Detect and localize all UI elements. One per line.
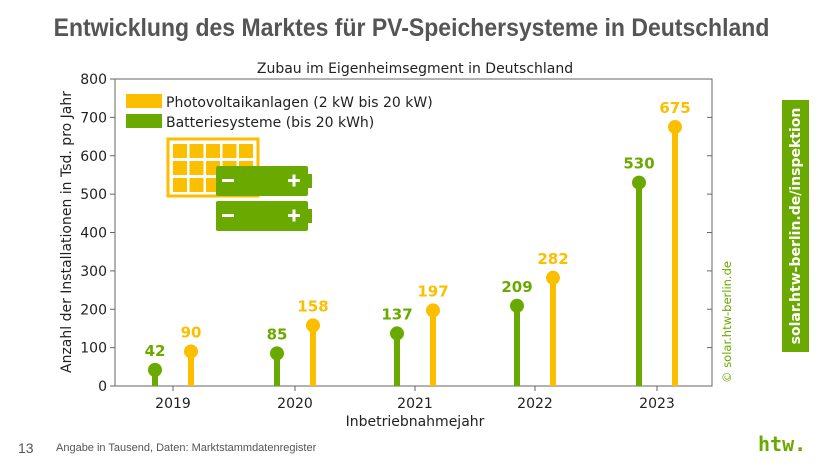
- y-tick-label: 500: [80, 187, 107, 203]
- minus-icon: [222, 179, 234, 182]
- data-label: 197: [417, 282, 448, 300]
- legend-swatch: [126, 94, 162, 108]
- lollipop-dot: [510, 298, 524, 313]
- lollipop-dot: [668, 119, 682, 134]
- solar-cell: [173, 144, 187, 158]
- page-title: Entwicklung des Marktes für PV-Speichers…: [53, 14, 770, 42]
- y-tick-label: 800: [80, 72, 107, 88]
- data-label: 282: [537, 250, 568, 268]
- lollipop-dot: [426, 303, 440, 318]
- x-tick-label: 2021: [397, 396, 433, 412]
- solar-cell: [206, 144, 220, 158]
- copyright: © solar.htw-berlin.de: [720, 261, 734, 383]
- y-tick-label: 600: [80, 149, 107, 165]
- lollipop-dot: [546, 270, 560, 285]
- htw-logo: htw.: [758, 432, 807, 456]
- x-tick-label: 2020: [277, 396, 313, 412]
- y-tick-label: 200: [80, 302, 107, 318]
- solar-cell: [189, 161, 204, 175]
- chart-title: Zubau im Eigenheimsegment in Deutschland: [257, 61, 573, 77]
- solar-cell: [189, 144, 204, 158]
- solar-cell: [222, 144, 237, 158]
- lollipop-dot: [148, 362, 162, 377]
- data-label: 42: [145, 342, 166, 360]
- lollipop-dot: [632, 175, 646, 190]
- x-tick-label: 2022: [517, 396, 553, 412]
- footer-note: Angabe in Tausend, Daten: Marktstammdate…: [56, 442, 317, 454]
- data-label: 158: [297, 297, 328, 315]
- plus-icon-v: [292, 209, 296, 222]
- lollipop-dot: [270, 346, 284, 361]
- plus-icon-v: [292, 174, 296, 187]
- data-label: 85: [267, 325, 288, 343]
- lollipop-dot: [390, 326, 404, 341]
- side-label-box: solar.htw-berlin.de/inspektion: [782, 100, 809, 352]
- legend-label: Batteriesysteme (bis 20 kWh): [166, 115, 374, 131]
- battery-icon: [216, 201, 308, 231]
- data-label: 209: [501, 278, 532, 296]
- page-number: 13: [18, 440, 34, 456]
- battery-icon: [216, 166, 308, 196]
- y-tick-label: 100: [80, 341, 107, 357]
- solar-cell: [173, 178, 187, 192]
- y-axis-label: Anzahl der Installationen in Tsd. pro Ja…: [59, 91, 75, 373]
- legend-swatch: [126, 114, 162, 128]
- data-label: 137: [381, 305, 412, 323]
- x-tick-label: 2023: [639, 396, 675, 412]
- data-label: 530: [623, 155, 654, 173]
- side-label: solar.htw-berlin.de/inspektion: [787, 107, 804, 345]
- y-tick-label: 700: [80, 110, 107, 126]
- x-tick-label: 2019: [155, 396, 191, 412]
- solar-cell: [189, 178, 204, 192]
- lollipop-dot: [184, 344, 198, 359]
- data-label: 90: [181, 323, 202, 341]
- battery-terminal: [307, 174, 312, 188]
- solar-cell: [239, 144, 253, 158]
- y-tick-label: 0: [98, 379, 107, 395]
- data-label: 675: [659, 99, 690, 117]
- legend-label: Photovoltaikanlagen (2 kW bis 20 kW): [166, 95, 433, 111]
- solar-cell: [173, 161, 187, 175]
- battery-terminal: [307, 209, 312, 223]
- lollipop-dot: [306, 318, 320, 333]
- y-tick-label: 300: [80, 264, 107, 280]
- y-tick-label: 400: [80, 226, 107, 242]
- minus-icon: [222, 214, 234, 217]
- x-axis-label: Inbetriebnahmejahr: [346, 414, 485, 430]
